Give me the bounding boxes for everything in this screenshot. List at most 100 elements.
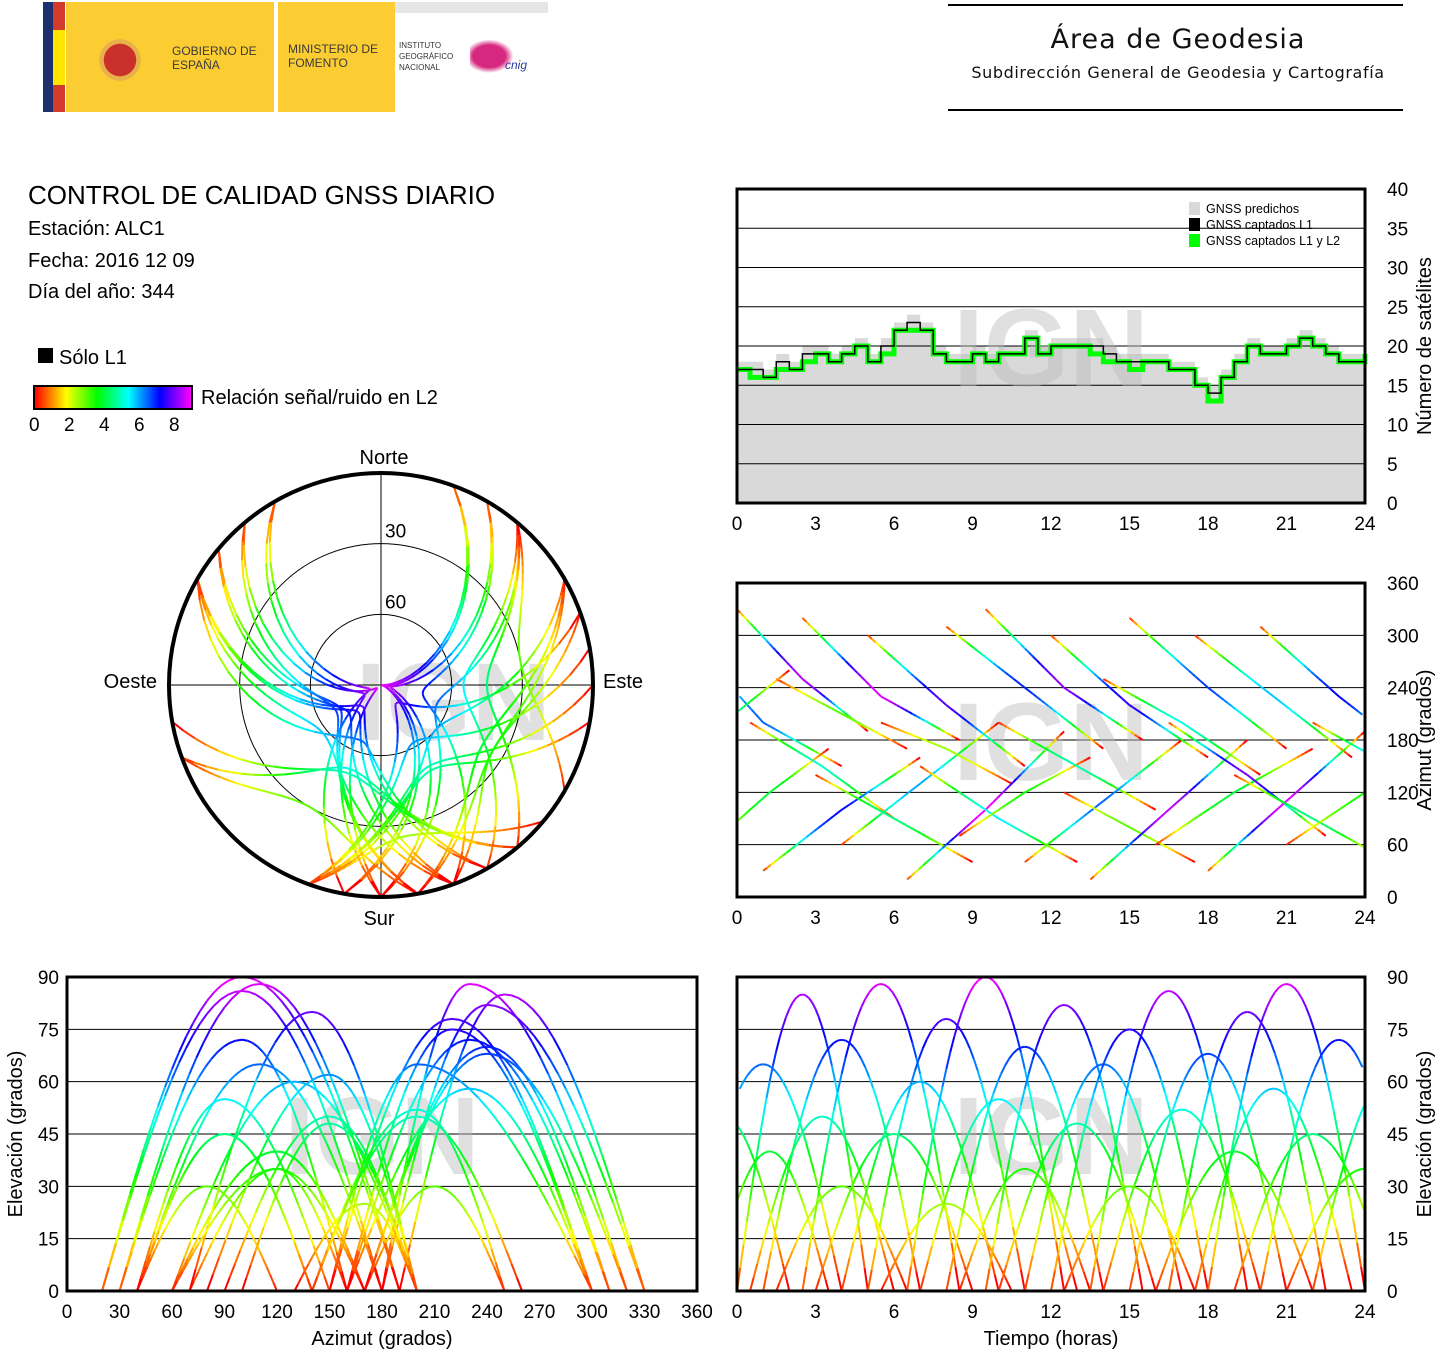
track-segment [409, 1197, 415, 1203]
track-segment [1289, 838, 1295, 843]
track-segment [398, 853, 412, 864]
track-segment [959, 1254, 966, 1267]
track-segment [451, 991, 458, 1000]
ministerio-text: MINISTERIO DE FOMENTO [288, 42, 379, 70]
track-segment [424, 1041, 432, 1050]
track-segment [364, 730, 368, 739]
track-segment [1317, 820, 1323, 825]
track-segment [1116, 1114, 1123, 1135]
track-segment [848, 1241, 855, 1259]
track-segment [407, 1256, 414, 1275]
track-segment [431, 736, 438, 739]
track-segment [546, 648, 553, 659]
track-segment [839, 778, 845, 783]
track-segment [337, 1211, 345, 1225]
track-segment [115, 1220, 124, 1245]
track-segment [1051, 836, 1057, 842]
track-segment [162, 1208, 169, 1221]
track-segment [419, 1177, 427, 1200]
track-segment [1029, 1181, 1035, 1193]
track-segment [1129, 1097, 1136, 1108]
y-axis-label: Azimut (grados) [1414, 669, 1436, 810]
track-segment [472, 1025, 481, 1033]
track-segment [994, 808, 1000, 813]
track-segment [1033, 1172, 1039, 1183]
track-segment [387, 773, 393, 787]
track-segment [556, 1220, 567, 1239]
track-segment [290, 1174, 296, 1179]
track-segment [1151, 1201, 1157, 1207]
track-segment [1351, 743, 1357, 748]
track-segment [1266, 789, 1272, 794]
track-segment [1273, 987, 1280, 994]
track-segment [898, 662, 904, 668]
track-segment [1335, 1228, 1342, 1245]
track-segment [907, 710, 913, 715]
track-segment [1226, 1151, 1233, 1174]
track-segment [387, 874, 396, 881]
track-segment [1198, 637, 1204, 643]
track-segment [292, 771, 301, 775]
track-segment [1136, 624, 1142, 630]
track-segment [1220, 1162, 1226, 1174]
track-segment [1250, 1042, 1257, 1058]
track-segment [872, 785, 878, 790]
track-segment [192, 1243, 200, 1254]
track-segment [468, 615, 478, 631]
track-segment [319, 1068, 330, 1088]
track-segment [933, 1106, 940, 1128]
track-segment [1253, 1161, 1259, 1168]
track-segment [389, 689, 394, 695]
track-segment [1241, 1254, 1247, 1267]
track-segment [753, 723, 758, 728]
track-segment [827, 699, 833, 704]
track-segment [1277, 1253, 1284, 1273]
track-segment [778, 1026, 784, 1039]
track-segment [220, 980, 229, 987]
track-segment [844, 1042, 851, 1058]
track-segment [521, 669, 525, 676]
track-segment [412, 844, 422, 859]
track-segment [353, 1177, 361, 1189]
track-segment [1247, 1248, 1254, 1263]
track-segment [1219, 856, 1225, 862]
track-segment [841, 1038, 846, 1042]
y-tick-label: 60 [38, 1073, 59, 1094]
track-segment [1081, 1120, 1088, 1138]
track-segment [490, 553, 494, 571]
track-segment [1315, 729, 1322, 734]
track-segment [181, 1197, 187, 1203]
track-segment [1105, 861, 1111, 867]
track-segment [777, 1154, 783, 1159]
track-segment [1208, 740, 1214, 745]
track-segment [1164, 727, 1170, 733]
track-segment [1190, 1191, 1196, 1201]
track-segment [398, 1091, 406, 1107]
track-segment [1250, 1011, 1256, 1017]
track-segment [555, 1091, 565, 1111]
track-segment [1121, 1029, 1127, 1034]
track-segment [817, 763, 823, 768]
track-segment [285, 1152, 291, 1157]
track-segment [884, 777, 890, 782]
x-tick-label: 0 [732, 514, 743, 535]
track-segment [1008, 1141, 1015, 1162]
track-segment [975, 822, 980, 826]
track-segment [1280, 1090, 1286, 1096]
track-segment [899, 1194, 906, 1214]
track-segment [1035, 1052, 1042, 1060]
track-segment [188, 1190, 194, 1196]
track-segment [1059, 830, 1065, 836]
track-segment [590, 1233, 599, 1254]
track-segment [1174, 1227, 1181, 1238]
track-segment [968, 760, 973, 764]
track-segment [379, 1134, 387, 1143]
track-segment [1114, 684, 1120, 689]
track-segment [1000, 789, 1006, 795]
track-segment [833, 1039, 839, 1044]
track-segment [1233, 1136, 1240, 1149]
track-segment [1305, 828, 1311, 833]
track-segment [327, 872, 335, 877]
track-segment [1118, 1160, 1124, 1182]
track-segment [1040, 1155, 1047, 1165]
